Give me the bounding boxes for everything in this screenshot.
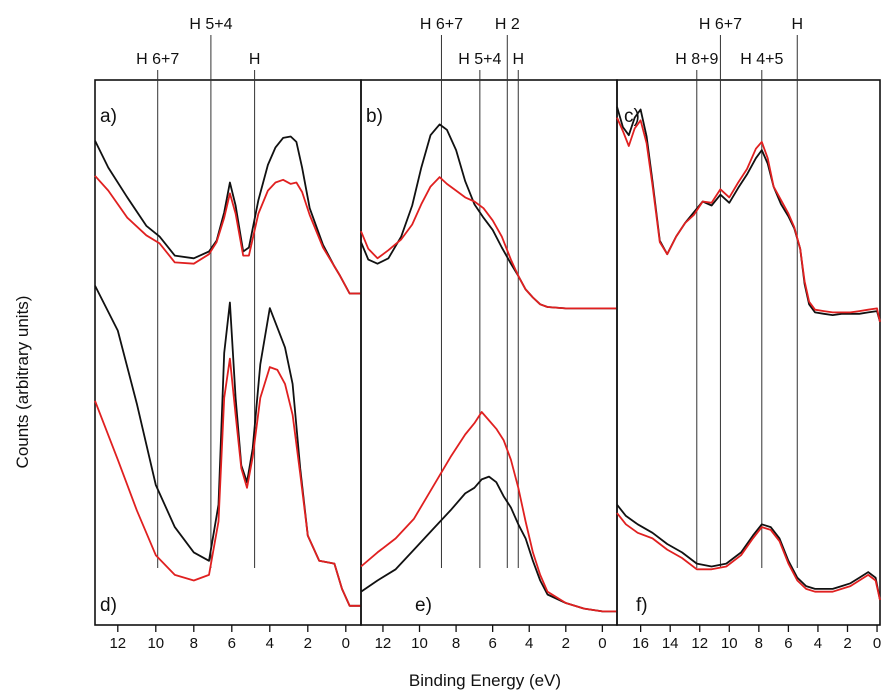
x-tick-label: 6: [784, 635, 792, 652]
panel-column-1: H 6+7 H 5+4 Ha) d) 12 10 8 6 4 2 0: [94, 16, 362, 652]
reference-line-label: H 5+4: [189, 16, 232, 33]
panel-frame: [94, 79, 362, 626]
x-tick-label: 2: [562, 635, 570, 652]
reference-line-label: H 6+7: [420, 16, 463, 33]
reference-line-label: H: [249, 51, 261, 68]
x-tick-label: 2: [843, 635, 851, 652]
series-line-red-upper: [360, 176, 617, 310]
series-line-black-lower: [616, 504, 881, 601]
reference-line-label: H 8+9: [675, 51, 718, 68]
x-tick-label: 0: [873, 635, 881, 652]
series-line-black-upper: [94, 135, 361, 295]
reference-line-label: H: [512, 51, 524, 68]
x-tick-label: 4: [266, 635, 274, 652]
reference-line-label: H 2: [495, 16, 520, 33]
x-tick-label: 10: [147, 635, 164, 652]
x-tick-label: 14: [662, 635, 679, 652]
panel-label: a): [100, 106, 117, 127]
reference-line-label: H 4+5: [740, 51, 783, 68]
y-axis-title: Counts (arbitrary units): [13, 296, 32, 469]
series-line-black-lower: [94, 285, 361, 607]
x-tick-label: 16: [632, 635, 649, 652]
reference-line-label: H 5+4: [458, 51, 501, 68]
panel-frame: [616, 79, 881, 626]
reference-line-label: H: [791, 16, 803, 33]
series-line-red-upper: [616, 117, 881, 323]
series-line-red-lower: [360, 411, 617, 613]
x-tick-label: 10: [721, 635, 738, 652]
panel-column-3: H 8+9 H 6+7 H 4+5 Hc) f) 16 14 12 10 8 6 4 2 0: [616, 16, 881, 652]
x-tick-label: 8: [755, 635, 763, 652]
series-line-black-lower: [360, 475, 617, 613]
reference-line-label: H 6+7: [699, 16, 742, 33]
panel-label: f): [636, 595, 648, 616]
panel-label: b): [366, 106, 383, 127]
panel-column-2: H 6+7 H 5+4 H 2 Hb) e) 12 10 8 6 4 2 0: [360, 16, 618, 652]
x-tick-label: 6: [228, 635, 236, 652]
x-tick-label: 2: [304, 635, 312, 652]
x-tick-label: 8: [452, 635, 460, 652]
x-tick-label: 12: [691, 635, 708, 652]
panel-frame: [360, 79, 618, 626]
series-line-red-lower: [94, 357, 361, 607]
reference-line-label: H 6+7: [136, 51, 179, 68]
x-tick-label: 6: [488, 635, 496, 652]
panel-label: e): [415, 595, 432, 616]
x-tick-label: 10: [411, 635, 428, 652]
panel-label: d): [100, 595, 117, 616]
x-tick-label: 0: [598, 635, 606, 652]
x-tick-label: 12: [375, 635, 392, 652]
panel-label: c): [624, 106, 640, 127]
x-tick-label: 4: [525, 635, 533, 652]
x-tick-label: 8: [190, 635, 198, 652]
series-line-red-upper: [94, 175, 361, 295]
x-axis-title: Binding Energy (eV): [409, 671, 561, 690]
x-tick-label: 0: [342, 635, 350, 652]
x-tick-label: 12: [109, 635, 126, 652]
series-line-red-lower: [616, 512, 881, 601]
x-tick-label: 4: [814, 635, 822, 652]
